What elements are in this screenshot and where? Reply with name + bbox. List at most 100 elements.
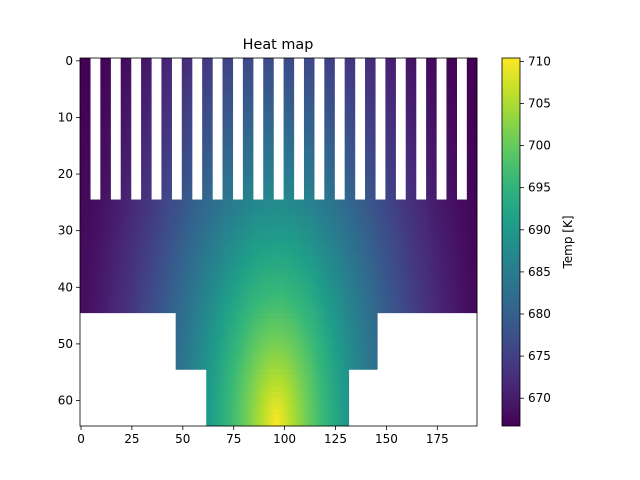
heatmap-cell xyxy=(460,239,464,246)
heatmap-cell xyxy=(118,222,122,229)
heatmap-cell xyxy=(210,114,213,121)
heatmap-cell xyxy=(141,74,144,81)
heatmap-cell xyxy=(130,233,134,240)
heatmap-cell xyxy=(411,216,415,223)
heatmap-cell xyxy=(185,125,189,132)
heatmap-cell xyxy=(344,222,348,229)
heatmap-cell xyxy=(444,250,447,257)
heatmap-cell xyxy=(389,239,392,246)
heatmap-cell xyxy=(143,80,146,87)
heatmap-cell xyxy=(285,114,289,121)
heatmap-cell xyxy=(169,137,172,144)
heatmap-cell xyxy=(428,205,431,212)
heatmap-cell xyxy=(430,154,433,161)
heatmap-cell xyxy=(464,256,468,263)
heatmap-cell xyxy=(191,261,195,268)
heatmap-cell xyxy=(466,165,470,172)
heatmap-cell xyxy=(346,227,350,234)
heatmap-cell xyxy=(303,193,307,200)
heatmap-cell xyxy=(328,244,331,251)
heatmap-cell xyxy=(358,239,362,246)
heatmap-cell xyxy=(228,171,232,178)
heatmap-cell xyxy=(470,239,474,246)
heatmap-cell xyxy=(385,120,388,127)
heatmap-cell xyxy=(145,210,148,217)
heatmap-cell xyxy=(238,216,242,223)
heatmap-cell xyxy=(128,176,132,183)
heatmap-cell xyxy=(151,244,154,251)
heatmap-cell xyxy=(165,131,168,138)
heatmap-cell xyxy=(165,86,168,93)
heatmap-cell xyxy=(352,103,356,110)
heatmap-cell xyxy=(204,176,207,183)
heatmap-cell xyxy=(82,182,85,189)
heatmap-cell xyxy=(287,80,291,87)
heatmap-cell xyxy=(259,239,262,246)
heatmap-cell xyxy=(120,69,124,76)
heatmap-cell xyxy=(287,227,291,234)
heatmap-cell xyxy=(308,108,311,115)
heatmap-cell xyxy=(167,227,170,234)
heatmap-cell xyxy=(474,108,478,115)
heatmap-cell xyxy=(185,103,189,110)
heatmap-cell xyxy=(379,261,382,268)
heatmap-cell xyxy=(179,261,183,268)
heatmap-cell xyxy=(365,227,368,234)
heatmap-cell xyxy=(326,80,329,87)
heatmap-cell xyxy=(466,74,470,81)
heatmap-cell xyxy=(369,69,372,76)
heatmap-cell xyxy=(385,239,388,246)
heatmap-cell xyxy=(181,165,185,172)
heatmap-cell xyxy=(283,69,286,76)
heatmap-cell xyxy=(310,131,313,138)
heatmap-cell xyxy=(173,199,177,206)
heatmap-cell xyxy=(206,148,209,155)
heatmap-cell xyxy=(246,233,250,240)
heatmap-cell xyxy=(202,108,205,115)
heatmap-cell xyxy=(305,137,309,144)
heatmap-cell xyxy=(332,159,335,166)
heatmap-cell xyxy=(210,210,213,217)
heatmap-cell xyxy=(122,108,126,115)
heatmap-cell xyxy=(246,148,250,155)
heatmap-cell xyxy=(432,159,435,166)
heatmap-cell xyxy=(102,171,105,178)
heatmap-cell xyxy=(350,205,354,212)
heatmap-cell xyxy=(344,216,348,223)
heatmap-cell xyxy=(281,256,284,263)
heatmap-cell xyxy=(230,120,234,127)
heatmap-cell xyxy=(100,261,103,268)
heatmap-cell xyxy=(179,256,183,263)
heatmap-cell xyxy=(446,148,449,155)
heatmap-cell xyxy=(365,222,368,229)
heatmap-cell xyxy=(448,171,451,178)
heatmap-cell xyxy=(362,216,366,223)
heatmap-cell xyxy=(462,244,466,251)
heatmap-cell xyxy=(230,97,234,104)
heatmap-cell xyxy=(450,86,453,93)
heatmap-cell xyxy=(100,250,103,257)
heatmap-cell xyxy=(342,233,346,240)
heatmap-cell xyxy=(189,233,193,240)
heatmap-cell xyxy=(371,131,374,138)
heatmap-cell xyxy=(82,120,85,127)
heatmap-cell xyxy=(434,137,437,144)
heatmap-cell xyxy=(220,205,223,212)
heatmap-cell xyxy=(179,222,183,229)
heatmap-cell xyxy=(269,74,272,81)
heatmap-cell xyxy=(126,63,130,70)
heatmap-cell xyxy=(464,216,468,223)
heatmap-cell xyxy=(145,205,148,212)
heatmap-cell xyxy=(210,103,213,110)
heatmap-cell xyxy=(413,74,417,81)
heatmap-cell xyxy=(340,205,343,212)
heatmap-cell xyxy=(326,193,329,200)
heatmap-cell xyxy=(261,239,264,246)
heatmap-cell xyxy=(187,239,191,246)
heatmap-cell xyxy=(147,222,150,229)
heatmap-cell xyxy=(104,80,107,87)
heatmap-cell xyxy=(116,239,120,246)
heatmap-cell xyxy=(132,239,136,246)
heatmap-cell xyxy=(289,148,293,155)
heatmap-cell xyxy=(251,176,254,183)
